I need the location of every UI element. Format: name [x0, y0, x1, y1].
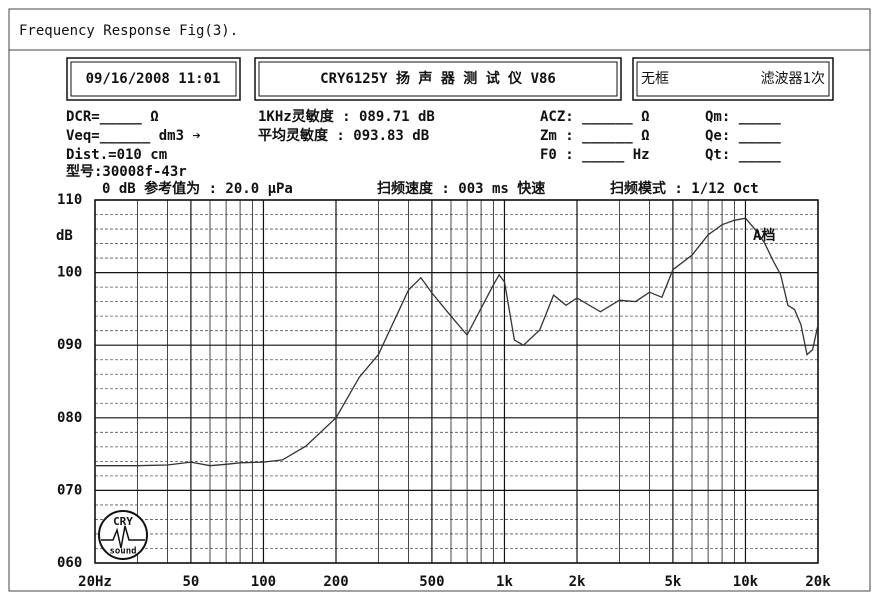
ref-level: 0 dB 参考值为 : 20.0 μPa [102, 180, 293, 197]
y-tick-label: 100 [57, 265, 82, 281]
qe: Qe: _____ [705, 128, 781, 144]
y-tick-label: 090 [57, 337, 82, 353]
plot-frame [94, 199, 819, 564]
x-tick-label: 10k [733, 574, 759, 590]
date-box-inner [70, 61, 237, 97]
sens-avg: 平均灵敏度 : 093.83 dB [258, 127, 429, 144]
response-line [95, 217, 819, 467]
x-tick-label: 50 [182, 574, 199, 590]
y-axis-label: dB [56, 228, 73, 244]
device: CRY6125Y 扬 声 器 测 试 仪 V86 [320, 70, 556, 87]
x-tick-label: 20Hz [78, 574, 112, 590]
model: 型号:30008f-43r [66, 163, 187, 180]
logo-text: sound [109, 547, 136, 557]
plot: 060 070 080 090 100 110 20Hz 50 100 200 500 1k 2k 5k 1… [57, 192, 831, 590]
filter: 滤波器1次 [761, 71, 825, 87]
filter-box-inner [636, 61, 830, 97]
x-tick-label: 2k [569, 574, 586, 590]
device-box [254, 57, 622, 101]
veq: Veq=______ dm3 ➔ [66, 128, 201, 144]
device-box-inner [258, 61, 618, 97]
date: 09/16/2008 11:01 [86, 71, 221, 87]
x-tick-label: 20k [805, 574, 831, 590]
f0: F0 : _____ Hz [540, 147, 650, 163]
acz: ACZ: ______ Ω [540, 109, 650, 125]
logo-text: CRY [113, 515, 133, 528]
sens-1k: 1KHz灵敏度 : 089.71 dB [258, 108, 435, 125]
date-box [66, 57, 241, 101]
window-title: Frequency Response Fig(3). [19, 23, 238, 39]
dcr: DCR=_____ Ω [66, 109, 159, 125]
frame: 无框 [641, 71, 669, 87]
qt: Qt: _____ [705, 147, 781, 163]
x-tick-label: 100 [251, 574, 276, 590]
y-tick-label: 070 [57, 482, 82, 498]
dist: Dist.=010 cm [66, 147, 167, 163]
sweep-mode: 扫频模式 : 1/12 Oct [610, 180, 759, 197]
x-tick-label: 1k [496, 574, 513, 590]
x-tick-label: 5k [664, 574, 681, 590]
annotation: A档 [753, 227, 775, 244]
filter-box [632, 57, 834, 101]
sweep-speed: 扫频速度 : 003 ms 快速 [377, 180, 545, 197]
y-tick-label: 110 [57, 192, 82, 208]
y-tick-label: 080 [57, 410, 82, 426]
logo-wave [101, 525, 145, 549]
zm: Zm : ______ Ω [540, 128, 650, 144]
x-tick-label: 200 [323, 574, 348, 590]
qm: Qm: _____ [705, 109, 781, 125]
window-frame [8, 8, 871, 592]
plot-background [95, 200, 818, 563]
x-tick-label: 500 [419, 574, 444, 590]
y-tick-label: 060 [57, 555, 82, 571]
